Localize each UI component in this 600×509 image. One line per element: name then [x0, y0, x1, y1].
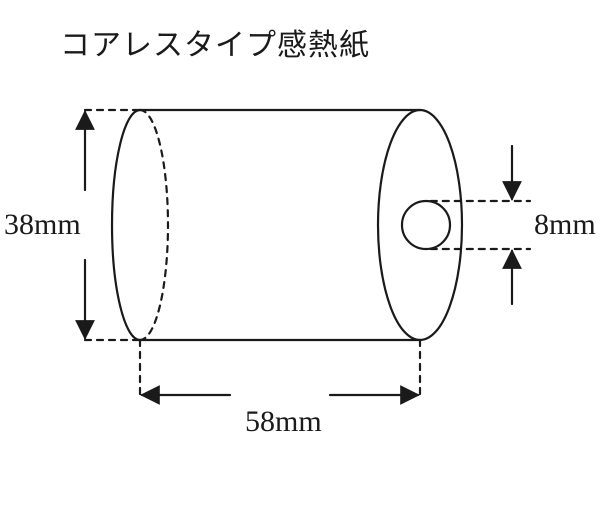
diagram-svg: [0, 0, 600, 509]
diagram-canvas: コアレスタイプ感熱紙 38mm 58mm 8mm: [0, 0, 600, 509]
